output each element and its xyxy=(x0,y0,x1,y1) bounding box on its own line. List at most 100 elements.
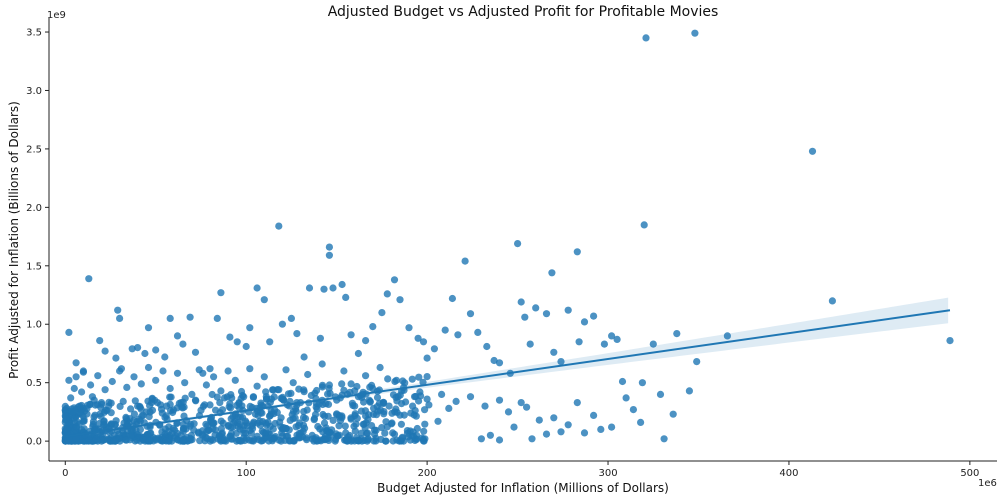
data-point xyxy=(723,332,732,340)
data-point xyxy=(122,436,130,444)
data-point xyxy=(341,422,349,430)
x-tick-label: 500 xyxy=(960,468,979,479)
data-point xyxy=(127,405,135,413)
data-point xyxy=(116,367,124,375)
data-point xyxy=(486,431,494,439)
data-point xyxy=(466,310,475,318)
y-tick-label: 0.0 xyxy=(26,437,42,448)
data-point xyxy=(234,413,242,421)
data-point xyxy=(67,394,75,402)
data-point xyxy=(232,429,240,437)
data-point xyxy=(265,412,274,420)
data-point xyxy=(220,394,229,402)
data-point xyxy=(87,381,95,389)
data-point xyxy=(157,401,165,409)
data-point xyxy=(242,342,250,351)
data-point xyxy=(249,420,257,428)
data-point xyxy=(243,422,251,430)
data-point xyxy=(260,373,268,381)
data-point xyxy=(275,222,283,230)
data-point xyxy=(300,408,308,416)
data-point xyxy=(249,393,257,401)
data-point xyxy=(159,367,167,375)
data-point xyxy=(445,404,453,412)
points-layer xyxy=(61,29,954,445)
data-point xyxy=(649,340,657,348)
data-point xyxy=(299,427,307,435)
data-point xyxy=(548,269,556,277)
data-point xyxy=(217,387,225,395)
data-point xyxy=(597,425,605,433)
data-point xyxy=(289,379,297,387)
data-point xyxy=(218,429,226,437)
data-point xyxy=(350,422,358,430)
data-point xyxy=(351,402,359,410)
data-point xyxy=(246,324,254,332)
data-point xyxy=(425,401,433,409)
data-point xyxy=(394,393,402,401)
data-point xyxy=(111,421,119,429)
data-point xyxy=(322,400,330,408)
data-point xyxy=(191,396,200,404)
data-point xyxy=(434,417,442,425)
data-point xyxy=(195,366,203,374)
data-point xyxy=(638,379,647,387)
y-tick-label: 2.0 xyxy=(26,203,42,214)
data-point xyxy=(358,437,366,445)
data-point xyxy=(262,428,270,436)
data-point xyxy=(203,422,212,430)
data-point xyxy=(166,393,174,401)
data-point xyxy=(419,378,427,386)
data-point xyxy=(226,333,234,341)
data-point xyxy=(618,377,627,386)
data-point xyxy=(452,397,460,405)
data-point xyxy=(380,399,388,407)
data-point xyxy=(347,331,355,339)
data-point xyxy=(152,376,160,384)
data-point xyxy=(318,360,326,368)
data-point xyxy=(211,431,219,439)
data-point xyxy=(152,346,160,354)
data-point xyxy=(92,435,100,443)
data-point xyxy=(307,391,315,400)
data-point xyxy=(138,412,146,420)
data-point xyxy=(128,345,136,353)
data-point xyxy=(335,422,343,430)
data-point xyxy=(461,257,469,265)
data-point xyxy=(521,313,529,321)
data-point xyxy=(253,382,261,390)
data-point xyxy=(454,331,462,339)
data-point xyxy=(693,358,701,366)
data-point xyxy=(378,309,386,317)
data-point xyxy=(409,402,417,410)
data-point xyxy=(218,406,227,414)
data-point xyxy=(423,354,431,362)
data-point xyxy=(144,363,153,372)
data-point xyxy=(246,365,254,373)
data-point xyxy=(407,409,415,417)
data-point xyxy=(308,435,316,443)
data-point xyxy=(415,373,423,381)
data-point xyxy=(532,304,540,312)
data-point xyxy=(229,423,237,431)
data-point xyxy=(495,436,504,444)
data-point xyxy=(316,334,324,342)
data-point xyxy=(318,381,327,389)
data-point xyxy=(101,347,109,355)
data-point xyxy=(550,348,558,356)
regression-line-layer xyxy=(65,309,951,438)
y-tick-label: 0.5 xyxy=(26,378,42,389)
data-point xyxy=(186,313,194,321)
data-point xyxy=(147,429,155,437)
data-point xyxy=(78,388,86,396)
data-point xyxy=(190,420,198,428)
data-point xyxy=(642,34,650,42)
data-point xyxy=(393,436,401,444)
data-point xyxy=(65,376,73,384)
data-point xyxy=(351,410,359,418)
data-point xyxy=(293,330,301,338)
data-point xyxy=(191,348,200,356)
data-point xyxy=(573,248,581,256)
data-point xyxy=(134,402,142,410)
data-point xyxy=(430,345,438,353)
